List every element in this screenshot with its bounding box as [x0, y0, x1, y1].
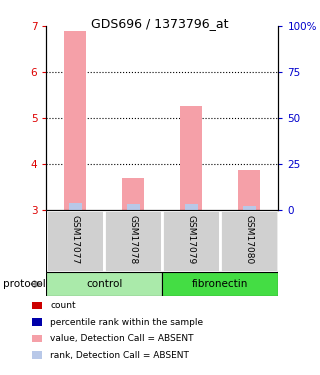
Text: count: count: [50, 301, 76, 310]
Bar: [243, 206, 256, 210]
Text: control: control: [86, 279, 123, 289]
Text: GSM17078: GSM17078: [129, 215, 138, 264]
Bar: [162, 272, 278, 296]
Text: protocol: protocol: [3, 279, 46, 289]
Bar: [185, 204, 198, 210]
Text: percentile rank within the sample: percentile rank within the sample: [50, 318, 204, 327]
Text: GSM17077: GSM17077: [71, 215, 80, 264]
Bar: [69, 203, 82, 210]
Bar: [64, 31, 86, 210]
Text: GSM17080: GSM17080: [245, 215, 254, 264]
Bar: [104, 210, 162, 272]
Text: fibronectin: fibronectin: [192, 279, 249, 289]
Bar: [46, 210, 104, 272]
Text: GDS696 / 1373796_at: GDS696 / 1373796_at: [91, 17, 229, 30]
Bar: [46, 272, 162, 296]
Bar: [127, 204, 140, 210]
Text: value, Detection Call = ABSENT: value, Detection Call = ABSENT: [50, 334, 194, 343]
Bar: [162, 210, 220, 272]
Bar: [220, 210, 278, 272]
Text: GSM17079: GSM17079: [187, 215, 196, 264]
Bar: [180, 106, 203, 210]
Bar: [122, 178, 144, 210]
Text: rank, Detection Call = ABSENT: rank, Detection Call = ABSENT: [50, 351, 189, 360]
Bar: [238, 170, 260, 210]
